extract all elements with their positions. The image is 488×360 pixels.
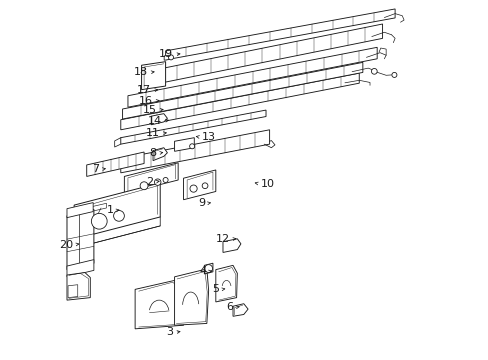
Polygon shape — [164, 55, 169, 60]
Circle shape — [154, 179, 161, 185]
Polygon shape — [223, 239, 241, 252]
Text: 6: 6 — [226, 302, 233, 312]
Polygon shape — [204, 263, 212, 274]
Circle shape — [190, 185, 197, 192]
Polygon shape — [151, 114, 167, 125]
Text: 10: 10 — [260, 179, 274, 189]
Text: 18: 18 — [133, 67, 147, 77]
Polygon shape — [121, 73, 359, 130]
Text: 4: 4 — [199, 266, 206, 276]
Polygon shape — [68, 285, 78, 298]
Polygon shape — [233, 304, 247, 316]
Polygon shape — [67, 203, 93, 218]
Circle shape — [140, 182, 148, 190]
Text: 17: 17 — [137, 85, 151, 95]
Text: 7: 7 — [92, 164, 99, 174]
Polygon shape — [142, 24, 382, 87]
Polygon shape — [67, 210, 94, 270]
Circle shape — [168, 55, 173, 60]
Text: 20: 20 — [59, 239, 73, 249]
Text: 16: 16 — [139, 96, 153, 106]
Text: 19: 19 — [158, 49, 172, 59]
Text: 9: 9 — [198, 198, 204, 208]
Text: 15: 15 — [142, 105, 156, 115]
Polygon shape — [128, 47, 376, 107]
Polygon shape — [174, 269, 208, 325]
Circle shape — [204, 265, 212, 273]
Text: 2: 2 — [145, 177, 153, 187]
Text: 1: 1 — [106, 206, 113, 216]
Polygon shape — [174, 138, 194, 151]
Polygon shape — [153, 148, 167, 161]
Circle shape — [163, 177, 168, 183]
Circle shape — [371, 68, 376, 74]
Text: 12: 12 — [216, 234, 230, 244]
Polygon shape — [67, 273, 90, 300]
Circle shape — [113, 211, 124, 221]
Polygon shape — [74, 183, 160, 239]
Polygon shape — [67, 260, 94, 277]
Polygon shape — [86, 152, 144, 176]
Polygon shape — [183, 170, 215, 200]
Circle shape — [91, 213, 107, 229]
Polygon shape — [135, 280, 187, 329]
Polygon shape — [122, 62, 362, 119]
Text: 14: 14 — [147, 116, 162, 126]
Text: 5: 5 — [212, 284, 219, 294]
Polygon shape — [215, 265, 237, 302]
Polygon shape — [121, 110, 265, 144]
Polygon shape — [142, 62, 165, 90]
Circle shape — [202, 183, 207, 189]
Polygon shape — [124, 163, 178, 194]
Circle shape — [189, 144, 194, 149]
Text: 3: 3 — [165, 327, 172, 337]
Polygon shape — [121, 130, 269, 173]
Text: 13: 13 — [201, 132, 215, 142]
Text: 8: 8 — [149, 148, 156, 158]
Text: 11: 11 — [146, 129, 160, 138]
Polygon shape — [165, 9, 394, 60]
Circle shape — [391, 72, 396, 77]
